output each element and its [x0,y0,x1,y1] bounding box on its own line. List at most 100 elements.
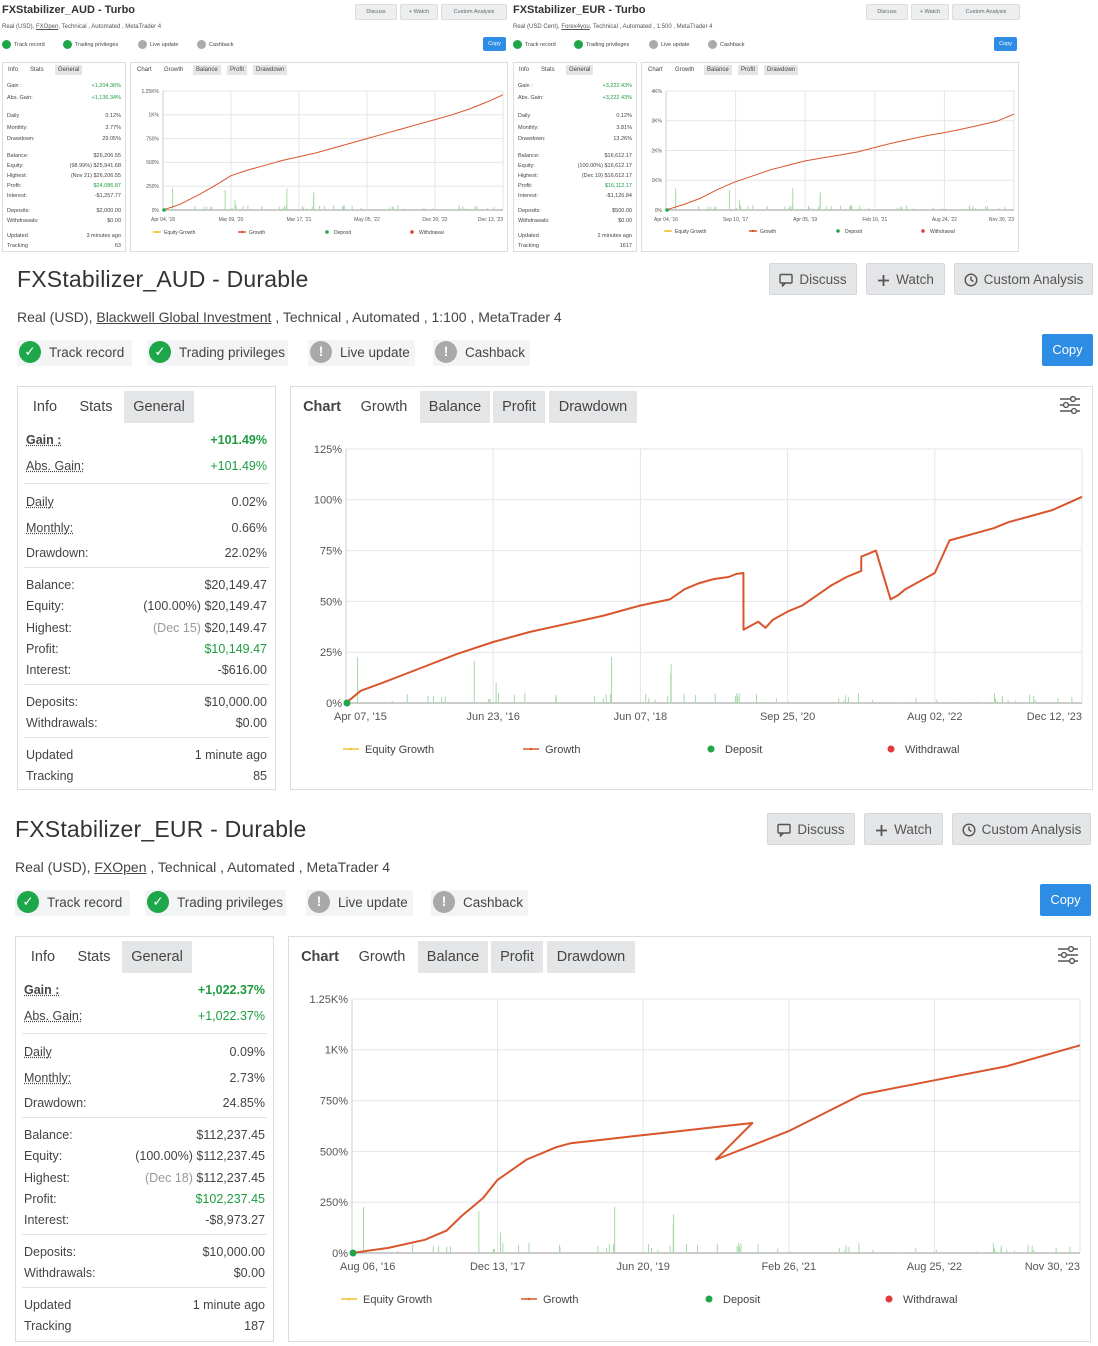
x-tick-label: Sep 10, '17 [723,217,748,223]
thumb-stat-value: 63 [115,243,121,249]
watch-button[interactable]: Watch [866,263,945,295]
gain-label[interactable]: Gain : [24,983,59,997]
legend-label[interactable]: Growth [545,744,580,756]
thumb-broker-link[interactable]: FXOpen [36,24,58,30]
legend-label[interactable]: Growth [760,229,776,235]
legend-swatch [921,229,925,233]
thumb-watch-button[interactable]: + Watch [911,4,949,20]
broker-link[interactable]: Blackwell Global Investment [96,309,271,325]
thumb-copy-button[interactable]: Copy [483,37,506,51]
thumb-stat-label: Withdrawals: [7,218,38,224]
deposits-value: $10,000.00 [204,693,267,711]
thumb-tab-general[interactable]: General [566,65,593,75]
x-tick-label: Jun 23, '16 [466,711,519,723]
thumb-custom-analysis-button[interactable]: Custom Analysis [441,4,507,20]
custom-analysis-button[interactable]: Custom Analysis [954,263,1093,295]
discuss-button[interactable]: Discuss [769,263,857,295]
legend-label[interactable]: Withdrawal [419,230,444,236]
copy-button[interactable]: Copy [1042,334,1093,366]
thumb-copy-button[interactable]: Copy [994,37,1017,51]
legend-swatch-dot [528,1298,530,1300]
legend-label[interactable]: Withdrawal [930,229,955,235]
monthly-label[interactable]: Monthly: [26,521,73,535]
legend-label[interactable]: Deposit [725,744,762,756]
thumb-discuss-button[interactable]: Discuss [355,4,397,20]
legend-label[interactable]: Deposit [723,1294,760,1306]
badge-track-record: ✓ Track record [17,340,132,366]
withdrawals-value: $0.00 [236,714,267,732]
legend-label[interactable]: Deposit [334,230,352,236]
thumb-stat-value: (98.99%) $25,941.68 [70,163,121,169]
x-tick-label: Aug 06, '16 [340,1261,395,1273]
legend-label[interactable]: Growth [249,230,265,236]
account-subtitle: Real (USD), FXOpen , Technical , Automat… [15,859,390,875]
legend-label[interactable]: Withdrawal [905,744,959,756]
legend-label[interactable]: Equity Growth [675,229,707,235]
legend-label[interactable]: Equity Growth [164,230,196,236]
thumb-discuss-button[interactable]: Discuss [866,4,908,20]
thumb-stat-row: Drawdown: 29.05% [7,136,121,142]
y-tick-label: 1K% [651,178,662,184]
thumb-tab-general[interactable]: General [55,65,82,75]
growth-series-line [352,1045,1080,1253]
thumb-badge-cashback: Cashback [197,40,233,49]
monthly-label[interactable]: Monthly: [24,1071,71,1085]
thumb-stat-label: Drawdown: [518,136,546,142]
thumb-tab-stats[interactable]: Stats [538,65,558,75]
growth-chart: 0%25%50%75%100%125%Apr 07, '15 Jun 23, '1… [291,387,1094,791]
discuss-button[interactable]: Discuss [767,813,855,845]
copy-button[interactable]: Copy [1040,884,1091,916]
tab-general[interactable]: General [122,941,192,973]
legend-label[interactable]: Withdrawal [903,1294,957,1306]
growth-series-line [346,497,1082,703]
custom-analysis-button[interactable]: Custom Analysis [952,813,1091,845]
tab-stats[interactable]: Stats [70,941,118,973]
gain-label[interactable]: Gain : [26,433,61,447]
gain-value: +101.49% [210,431,267,449]
x-tick-label: Jun 20, '19 [616,1261,669,1273]
thumb-tab-info[interactable]: Info [516,65,532,75]
tab-stats[interactable]: Stats [72,391,120,423]
thumb-stat-value: 3.81% [616,125,632,131]
thumb-badge-track-record: Track record [2,40,45,49]
legend-label[interactable]: Equity Growth [365,744,434,756]
tracking-label: Tracking [26,769,73,783]
daily-label[interactable]: Daily [24,1045,52,1059]
thumb-stat-label: Gain : [518,83,533,89]
thumb-stat-label: Interest: [518,193,538,199]
legend-swatch [888,746,895,753]
daily-label[interactable]: Daily [26,495,54,509]
legend-swatch [410,230,414,234]
legend-swatch-dot [350,748,352,750]
x-tick-label: Apr 04, '18 [151,217,175,223]
thumb-stat-row: Highest: (Dec 19) $16,612.17 [518,173,632,179]
thumb-custom-analysis-button[interactable]: Custom Analysis [952,4,1020,20]
tab-general[interactable]: General [124,391,194,423]
thumb-stat-row: Daily 0.12% [7,113,121,119]
thumb-stat-label: Abs. Gain: [518,95,544,101]
tab-info[interactable]: Info [20,941,66,973]
thumb-stat-label: Equity: [518,163,535,169]
thumb-tab-stats[interactable]: Stats [27,65,47,75]
tab-info[interactable]: Info [22,391,68,423]
legend-swatch-dot [156,231,158,233]
legend-label[interactable]: Deposit [845,229,863,235]
thumb-broker-link[interactable]: Forex4you [561,24,589,30]
thumb-watch-button[interactable]: + Watch [400,4,438,20]
legend-label[interactable]: Growth [543,1294,578,1306]
x-tick-label: Sep 25, '20 [760,711,815,723]
legend-swatch [706,1296,713,1303]
thumb-stat-value: (Nov 21) $26,206.55 [71,173,121,179]
exclamation-icon: ! [435,341,457,363]
thumb-tab-info[interactable]: Info [5,65,21,75]
broker-link[interactable]: FXOpen [94,859,146,875]
thumb-growth-chart: 0%250%500%750%1K%1.25K%Apr 04, '18 Mar 09… [131,63,507,251]
abs-gain-label[interactable]: Abs. Gain: [24,1009,82,1023]
y-tick-label: 0% [326,698,342,710]
exclamation-icon: ! [308,891,330,913]
legend-label[interactable]: Equity Growth [363,1294,432,1306]
abs-gain-label[interactable]: Abs. Gain: [26,459,84,473]
thumb-stat-row: Tracking 63 [7,243,121,249]
badge-cashback: ! Cashback [433,340,530,366]
watch-button[interactable]: Watch [864,813,943,845]
